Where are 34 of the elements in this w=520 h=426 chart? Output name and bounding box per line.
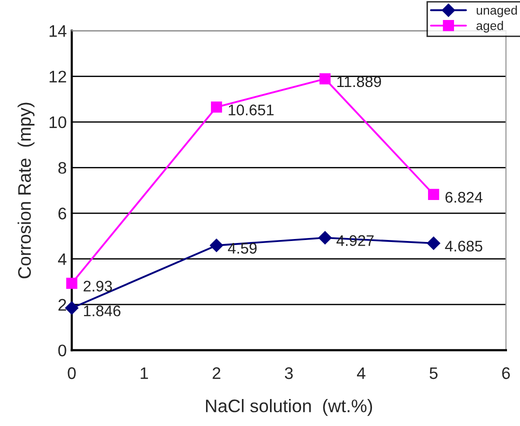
x-axis-title: NaCl solution (wt.%) bbox=[206, 399, 372, 416]
point bbox=[65, 301, 78, 315]
point bbox=[428, 188, 440, 200]
y-tick-label: 6 bbox=[58, 208, 66, 220]
legend-label: aged bbox=[476, 20, 503, 33]
point bbox=[318, 231, 332, 244]
y-tick-label: 4 bbox=[58, 253, 66, 265]
x-tick-label: 6 bbox=[502, 367, 510, 380]
x-tick-label: 2 bbox=[212, 367, 220, 379]
data-label: 10.651 bbox=[228, 104, 274, 116]
point bbox=[427, 236, 440, 250]
x-tick-label: 3 bbox=[284, 367, 293, 380]
data-label: 11.889 bbox=[337, 76, 382, 88]
y-tick-label: 0 bbox=[58, 344, 66, 356]
data-label: 4.59 bbox=[228, 242, 257, 254]
x-tick-label: 4 bbox=[356, 367, 366, 379]
y-tick-label: 10 bbox=[50, 116, 66, 128]
point bbox=[210, 238, 224, 252]
y-axis-title: Corrosion Rate (mpy) bbox=[18, 102, 34, 278]
data-label: 1.846 bbox=[84, 305, 120, 316]
data-label: 2.93 bbox=[84, 280, 112, 292]
point bbox=[66, 278, 78, 289]
y-tick-label: 2 bbox=[58, 298, 66, 311]
y-tick-label: 12 bbox=[50, 70, 66, 82]
legend-label: unaged bbox=[476, 6, 517, 18]
point bbox=[210, 102, 222, 113]
x-tick-label: 5 bbox=[430, 367, 438, 380]
point bbox=[319, 73, 331, 84]
x-tick-label: 1 bbox=[140, 367, 148, 379]
y-tick-label: 14 bbox=[50, 25, 66, 37]
x-tick-label: 0 bbox=[68, 367, 76, 380]
data-label: 4.685 bbox=[445, 240, 482, 252]
y-tick-label: 8 bbox=[58, 162, 66, 174]
data-label: 6.824 bbox=[445, 192, 482, 203]
